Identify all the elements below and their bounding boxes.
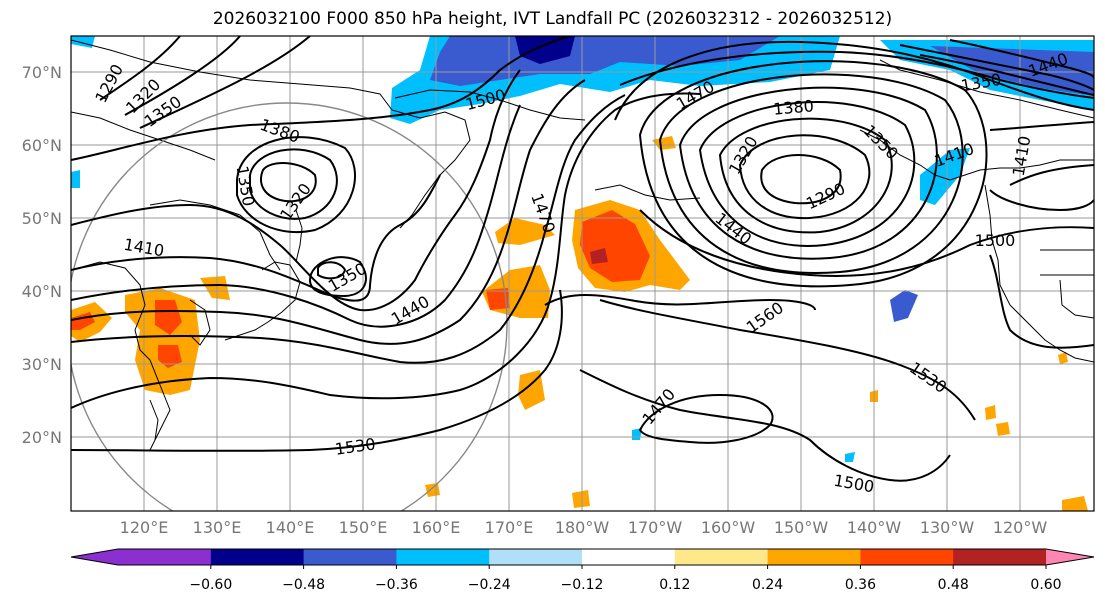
colorbar-segment [674, 549, 769, 565]
colorbar-tick-label: −0.48 [282, 577, 325, 593]
colorbar-extend-low [71, 549, 118, 565]
colorbar-tick-label: 0.48 [938, 577, 969, 593]
colorbar-segment [860, 549, 954, 565]
lat-label: 20°N [22, 428, 62, 447]
lon-label: 170°E [485, 518, 534, 537]
colorbar-segments [71, 549, 1094, 565]
lon-label: 150°E [339, 518, 388, 537]
colorbar-segment [953, 549, 1047, 565]
lat-label: 70°N [22, 63, 62, 82]
lon-label: 160°E [412, 518, 461, 537]
contour-label: 1380 [772, 96, 814, 118]
lat-label: 30°N [22, 355, 62, 374]
lon-label: 160°W [701, 518, 756, 537]
colorbar-tick-label: −0.24 [468, 577, 511, 593]
colorbar-tick-label: 0.12 [659, 577, 690, 593]
map-panel [71, 36, 1094, 511]
map-title: 2026032100 F000 850 hPa height, IVT Land… [212, 9, 893, 29]
region-circle [71, 102, 508, 511]
latitude-labels: 70°N 60°N 50°N 40°N 30°N 20°N [22, 63, 62, 447]
colorbar-tick-label: 0.24 [752, 577, 783, 593]
colorbar-tick-label: −0.60 [189, 577, 232, 593]
lon-label: 130°E [193, 518, 242, 537]
colorbar-segment [396, 549, 490, 565]
colorbar-tick-label: −0.36 [375, 577, 418, 593]
colorbar-segment [767, 549, 861, 565]
lon-label: 120°W [993, 518, 1048, 537]
colorbar-ticks: −0.60 −0.48 −0.36 −0.24 −0.12 0.12 0.24 0.36 0.4… [189, 565, 1062, 593]
lon-label: 140°W [847, 518, 902, 537]
lon-label: 170°W [628, 518, 683, 537]
lon-label: 150°W [774, 518, 829, 537]
map-frame [70, 35, 1095, 512]
colorbar-tick-label: 0.36 [845, 577, 876, 593]
longitude-labels: 120°E 130°E 140°E 150°E 160°E 170°E 180°… [120, 518, 1048, 537]
colorbar-tick-label: −0.12 [561, 577, 604, 593]
colorbar-segment [582, 549, 676, 565]
lon-label: 120°E [120, 518, 169, 537]
height-contours [71, 36, 1094, 482]
lat-label: 50°N [22, 209, 62, 228]
colorbar-tick-label: 0.60 [1030, 577, 1061, 593]
lon-label: 140°E [266, 518, 315, 537]
lon-label: 180°W [555, 518, 610, 537]
lat-label: 60°N [22, 136, 62, 155]
colorbar-extend-high [1046, 549, 1094, 565]
colorbar-segment [489, 549, 583, 565]
colorbar-segment [303, 549, 397, 565]
contour-label: 1500 [975, 231, 1016, 250]
colorbar-segment [210, 549, 305, 565]
lon-label: 130°W [920, 518, 975, 537]
lat-label: 40°N [22, 282, 62, 301]
colorbar: −0.60 −0.48 −0.36 −0.24 −0.12 0.12 0.24 0.36 0.4… [70, 548, 1095, 593]
colorbar-segment [118, 549, 212, 565]
